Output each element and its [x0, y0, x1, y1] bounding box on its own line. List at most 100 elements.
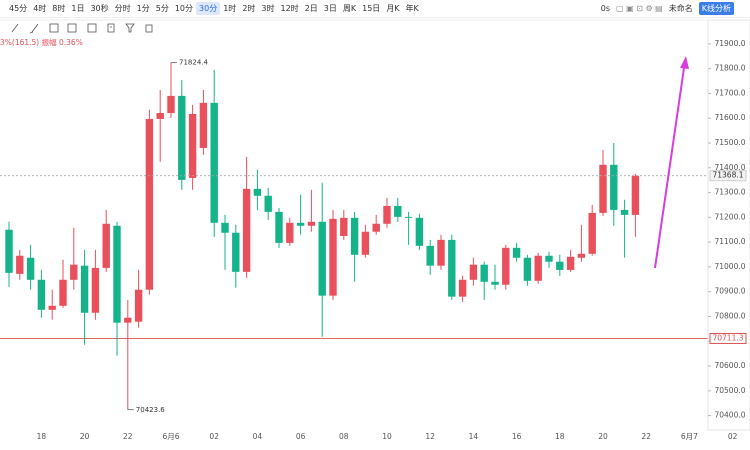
price-axis	[707, 19, 750, 431]
layout-name[interactable]: 未命名	[668, 4, 693, 13]
y-tick-label: 70900.0	[714, 287, 745, 296]
x-tick-label: 18	[555, 432, 565, 441]
interval[interactable]: 30秒	[90, 4, 109, 13]
candle-body	[620, 209, 629, 215]
interval[interactable]: 2时	[242, 4, 256, 13]
x-tick-label: 04	[253, 432, 263, 441]
candle-body	[48, 305, 56, 310]
candle-body	[512, 247, 521, 258]
candle-body	[426, 245, 434, 266]
x-tick-label: 14	[469, 432, 479, 441]
interval[interactable]: 30分	[196, 2, 221, 15]
interval-list: 45分 4时 8时 1日 30秒 分时 1分 5分 10分 30分 1时 2时 3时 12时 2日 3日 周K 1…	[0, 2, 422, 15]
candle-body	[156, 113, 164, 119]
candle-body	[458, 279, 467, 297]
reference-label-box	[709, 332, 747, 344]
interval[interactable]: 15日	[362, 4, 381, 13]
x-tick-label: 20	[598, 432, 608, 441]
y-tick-label: 70800.0	[714, 311, 745, 320]
candle-body	[502, 247, 510, 285]
candle-body	[102, 223, 110, 268]
candle-body	[361, 231, 370, 255]
interval[interactable]: 分时	[114, 4, 131, 13]
x-tick-label: 6月6	[162, 432, 179, 441]
y-tick-label: 71400.0	[714, 163, 745, 172]
interval[interactable]: 月K	[386, 4, 400, 13]
interval[interactable]: 4时	[33, 4, 47, 13]
candle-body	[296, 222, 305, 226]
candle-body	[318, 221, 326, 296]
interval[interactable]: 1时	[223, 4, 237, 13]
status-line: 3%(161.5) 振幅 0.36%	[0, 37, 83, 48]
x-tick-label: 02	[209, 432, 219, 441]
interval[interactable]: 10分	[174, 4, 194, 13]
candle-body	[577, 253, 586, 258]
trend-arrow	[654, 56, 689, 269]
axis-labels: 70400.070500.070600.070700.070800.070900…	[37, 39, 747, 441]
y-tick-label: 71500.0	[714, 138, 745, 147]
y-tick-label: 70400.0	[714, 411, 745, 420]
x-tick-label: 12	[425, 432, 435, 441]
candle-body	[437, 239, 445, 266]
candle-body	[134, 289, 143, 322]
drawing-tools[interactable]	[11, 23, 153, 34]
interval[interactable]: 周K	[342, 4, 357, 13]
reference-label: 70711.3	[712, 333, 743, 342]
interval[interactable]: 8时	[52, 4, 66, 13]
extreme-label: 70423.6	[136, 406, 165, 414]
x-tick-label: 22	[123, 432, 133, 441]
x-tick-label: 18	[37, 432, 47, 441]
candle-body	[275, 211, 283, 243]
toolbar: 45分 4时 8时 1日 30秒 分时 1分 5分 10分 30分 1时 2时 3时 12时 2日 3日 周K 1…	[0, 0, 750, 18]
interval[interactable]: 45分	[9, 4, 28, 13]
x-tick-label: 10	[382, 432, 392, 441]
candle-body	[469, 264, 478, 280]
x-tick-label: 22	[641, 432, 651, 441]
x-tick-label: 02	[728, 432, 738, 441]
interval[interactable]: 12时	[280, 4, 299, 13]
candle-body	[631, 175, 640, 215]
y-tick-label: 71300.0	[714, 188, 745, 197]
change: 3%(161.5)	[0, 38, 40, 47]
interval[interactable]: 5分	[155, 4, 169, 13]
interval[interactable]: 年K	[405, 4, 419, 13]
candle-body	[59, 279, 67, 306]
icons[interactable]: ▢ ▣ ⊡ ⚙ ▤	[616, 4, 663, 13]
x-tick-label: 06	[296, 432, 306, 441]
candle-body	[610, 164, 618, 210]
y-tick-label: 71900.0	[714, 39, 745, 48]
candle-body	[242, 188, 251, 272]
candle-body	[491, 281, 499, 285]
candle-body	[80, 265, 89, 313]
analysis-button[interactable]: K线分析	[698, 2, 734, 15]
interval[interactable]: 3时	[261, 4, 275, 13]
toolbar-right: 0s ▢ ▣ ⊡ ⚙ ▤ 未命名 K线分析	[601, 2, 750, 15]
candle-body	[404, 216, 413, 218]
candle-body	[556, 261, 564, 270]
y-tick-label: 70500.0	[714, 386, 745, 395]
interval[interactable]: 3日	[323, 4, 337, 13]
interval[interactable]: 1分	[136, 4, 150, 13]
candle-body	[188, 114, 197, 178]
candle-body	[232, 232, 240, 272]
interval[interactable]: 2日	[304, 4, 318, 13]
interval[interactable]: 1日	[71, 4, 85, 13]
plot: 71824.4 70423.6	[0, 59, 708, 414]
candle-body	[340, 217, 348, 236]
y-tick-label: 71600.0	[714, 113, 745, 122]
candle-body	[26, 257, 35, 280]
amplitude: 振幅 0.36%	[41, 38, 83, 47]
x-tick-label: 6月7	[681, 432, 698, 441]
last-price-box	[709, 170, 747, 182]
candle-body	[124, 317, 132, 323]
y-tick-label: 71100.0	[714, 237, 745, 246]
candle-body	[264, 195, 272, 212]
candle-body	[5, 229, 13, 273]
candle-body	[91, 267, 100, 313]
candle-body	[199, 102, 208, 148]
candle-body	[253, 188, 262, 196]
candle-body	[566, 256, 575, 270]
candle-body	[329, 218, 337, 296]
candle-body	[113, 225, 121, 323]
candle-body	[415, 217, 424, 246]
